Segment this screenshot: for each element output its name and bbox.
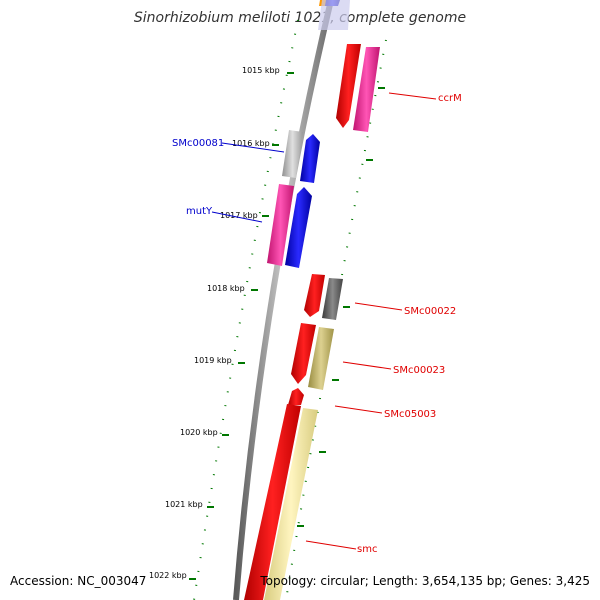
gene-SMc00023-olive[interactable] <box>308 327 334 390</box>
tick-label-1021: 1021 kbp <box>165 500 203 509</box>
tick-label-1020: 1020 kbp <box>180 428 218 437</box>
gene-top-lavender[interactable] <box>318 0 350 30</box>
gene-mutY-blue[interactable] <box>285 187 312 268</box>
gene-label-smc[interactable]: smc <box>357 544 377 555</box>
accession-text: Accession: NC_003047 <box>10 574 147 588</box>
kbp-ticks <box>189 72 385 580</box>
gene-SMc00081-grey[interactable] <box>282 130 303 178</box>
gene-label-SMc00081[interactable]: SMc00081 <box>172 138 224 149</box>
map-title: Sinorhizobium meliloti 1021, complete ge… <box>133 10 467 26</box>
tick-label-1019: 1019 kbp <box>194 356 232 365</box>
gene-SMc00022-dark[interactable] <box>322 278 343 320</box>
genome-summary-text: Topology: circular; Length: 3,654,135 bp… <box>260 574 590 588</box>
tick-label-1016: 1016 kbp <box>232 139 270 148</box>
gene-label-SMc05003[interactable]: SMc05003 <box>384 409 436 420</box>
gene-mutY-pink[interactable] <box>267 184 294 266</box>
gene-SMc00023-red[interactable] <box>291 323 316 384</box>
gene-label-ccrM[interactable]: ccrM <box>438 93 462 104</box>
tick-label-1015: 1015 kbp <box>242 66 280 75</box>
tick-label-1022: 1022 kbp <box>149 571 187 580</box>
gene-smc-khaki[interactable] <box>264 408 318 600</box>
outer-tick-ring-left <box>193 19 299 600</box>
gene-SMc00022-red[interactable] <box>304 274 325 317</box>
gene-label-mutY[interactable]: mutY <box>186 206 213 217</box>
gene-label-SMc00022[interactable]: SMc00022 <box>404 306 456 317</box>
tick-label-1018: 1018 kbp <box>207 284 245 293</box>
gene-SMc00081-blue[interactable] <box>300 134 320 183</box>
backbone-ring <box>233 0 334 600</box>
leader-lines <box>211 92 437 550</box>
gene-ccrM-pink[interactable] <box>353 47 380 132</box>
tick-label-1017: 1017 kbp <box>220 211 258 220</box>
gene-SMc05003-red[interactable] <box>288 388 304 405</box>
gene-smc-red[interactable] <box>244 404 301 600</box>
gene-label-SMc00023[interactable]: SMc00023 <box>393 365 445 376</box>
gene-ccrM-red[interactable] <box>336 44 361 128</box>
